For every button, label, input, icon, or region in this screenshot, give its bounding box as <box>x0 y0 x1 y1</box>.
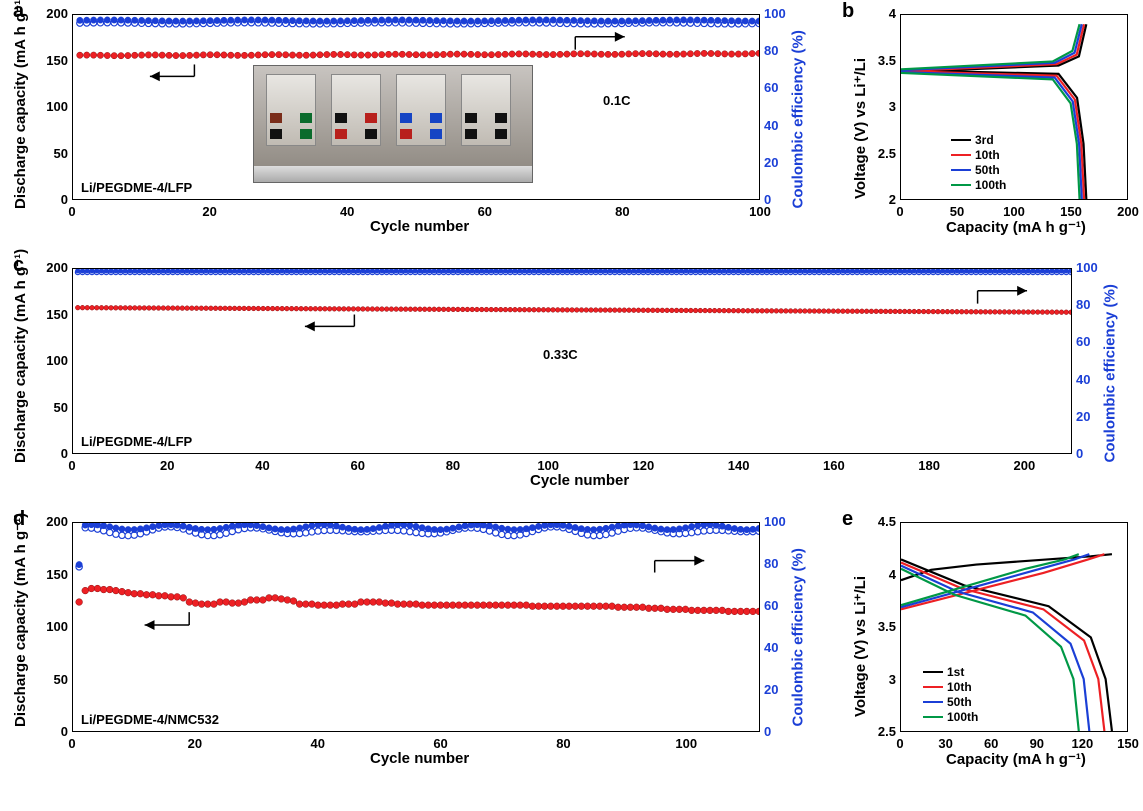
panel-c: c 0.33C Li/PEGDME-4/LFP Discharge capaci… <box>0 254 1143 490</box>
plot-b: 3rd10th50th100th <box>900 14 1128 200</box>
ylabel-a-left: Discharge capacity (mA h g⁻¹) <box>11 9 29 209</box>
rate-a: 0.1C <box>603 93 630 108</box>
plot-c: 0.33C Li/PEGDME-4/LFP <box>72 268 1072 454</box>
xlabel-d: Cycle number <box>370 750 469 767</box>
ylabel-c-left: Discharge capacity (mA h g⁻¹) <box>11 263 29 463</box>
title-c: Li/PEGDME-4/LFP <box>81 434 192 449</box>
panel-a: a <box>0 0 838 236</box>
ylabel-c-right: Coulombic efficiency (%) <box>1102 263 1119 463</box>
panel-letter-e: e <box>842 508 853 531</box>
panel-e: e 1st10th50th100th Voltage (V) vs Li⁺/Li… <box>838 508 1143 768</box>
plot-e: 1st10th50th100th <box>900 522 1128 732</box>
xlabel-c: Cycle number <box>530 472 629 489</box>
legend-e: 1st10th50th100th <box>923 665 978 725</box>
title-d: Li/PEGDME-4/NMC532 <box>81 712 219 727</box>
inset-photo <box>253 65 533 183</box>
panel-d: d Li/PEGDME-4/NMC532 Discharge capacity … <box>0 508 838 768</box>
xlabel-a: Cycle number <box>370 218 469 235</box>
panel-b: b 3rd10th50th100th Voltage (V) vs Li⁺/Li… <box>838 0 1143 236</box>
ylabel-a-right: Coulombic efficiency (%) <box>790 9 807 209</box>
plot-d: Li/PEGDME-4/NMC532 <box>72 522 760 732</box>
xlabel-e: Capacity (mA h g⁻¹) <box>946 750 1086 768</box>
series-d <box>73 523 759 731</box>
ylabel-d-left: Discharge capacity (mA h g⁻¹) <box>11 527 29 727</box>
legend-b: 3rd10th50th100th <box>951 133 1006 193</box>
xlabel-b: Capacity (mA h g⁻¹) <box>946 218 1086 236</box>
curves-b <box>901 15 1127 199</box>
plot-a: 0.1C Li/PEGDME-4/LFP <box>72 14 760 200</box>
title-a: Li/PEGDME-4/LFP <box>81 180 192 195</box>
rate-c: 0.33C <box>543 347 578 362</box>
